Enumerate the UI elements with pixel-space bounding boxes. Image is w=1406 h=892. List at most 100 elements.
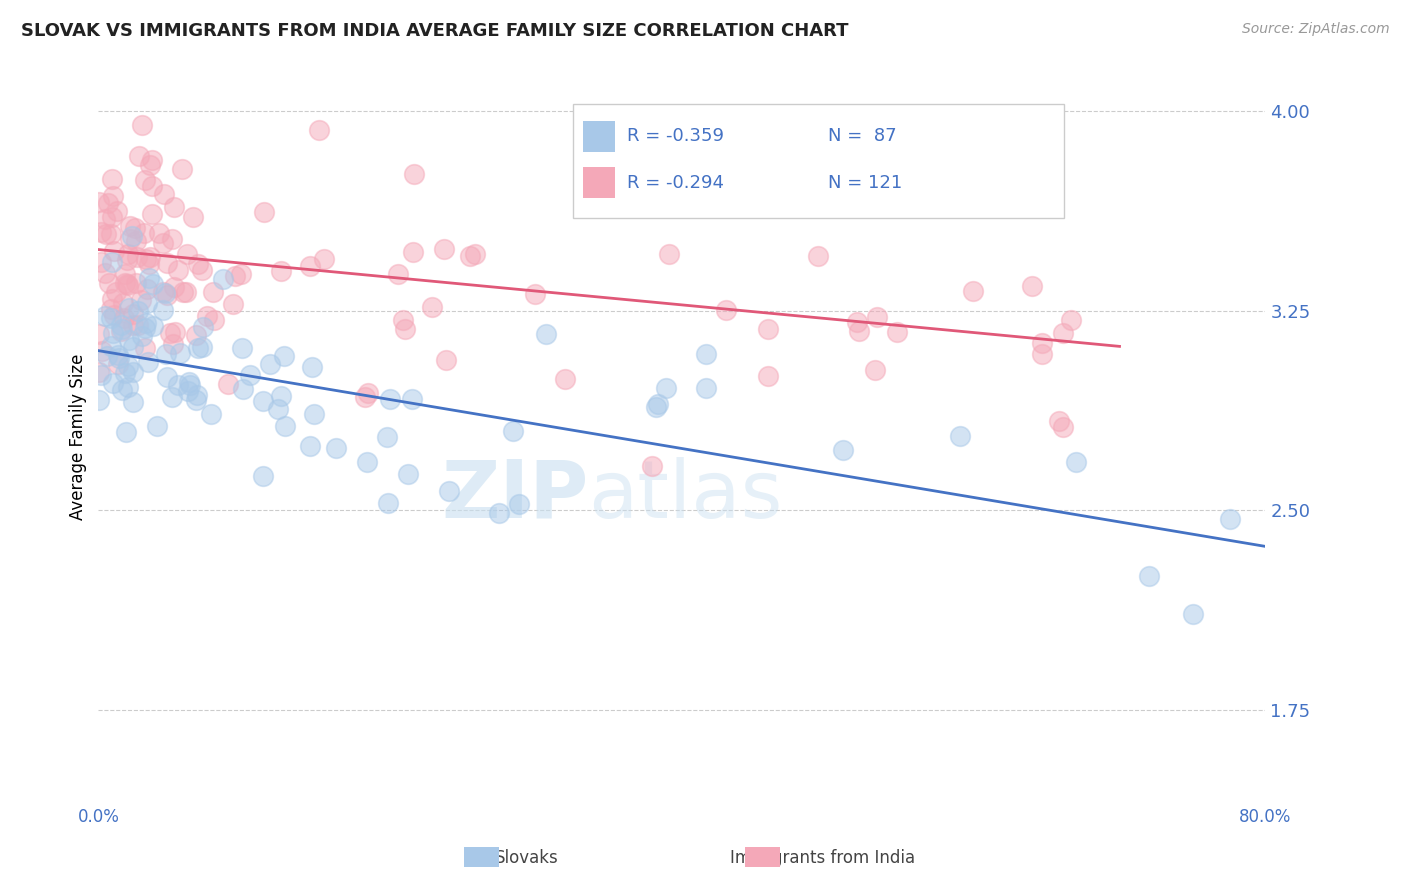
Point bbox=[845, 315, 868, 329]
Point bbox=[401, 244, 423, 259]
Point bbox=[141, 206, 163, 220]
Point bbox=[160, 232, 183, 246]
Point bbox=[118, 301, 141, 315]
Point bbox=[156, 256, 179, 270]
Point bbox=[91, 343, 114, 358]
Point bbox=[138, 270, 160, 285]
Point bbox=[232, 383, 254, 397]
Point bbox=[122, 366, 145, 380]
Point bbox=[141, 179, 163, 194]
Point bbox=[101, 210, 124, 224]
Point bbox=[127, 304, 149, 318]
Text: Source: ZipAtlas.com: Source: ZipAtlas.com bbox=[1241, 22, 1389, 37]
Point bbox=[94, 309, 117, 323]
Point bbox=[117, 278, 139, 293]
Point bbox=[97, 276, 120, 290]
Point bbox=[124, 277, 146, 291]
Point bbox=[101, 172, 124, 186]
Point bbox=[134, 321, 156, 335]
Point bbox=[523, 286, 546, 301]
Point bbox=[832, 443, 855, 458]
Point bbox=[314, 252, 336, 266]
Point bbox=[139, 158, 162, 172]
Point bbox=[211, 271, 233, 285]
Point bbox=[886, 325, 908, 339]
Point bbox=[1052, 419, 1074, 434]
Point bbox=[103, 308, 125, 322]
Point bbox=[103, 244, 125, 258]
Point bbox=[217, 377, 239, 392]
Point bbox=[170, 162, 193, 177]
Point bbox=[134, 341, 156, 355]
Text: Slovaks: Slovaks bbox=[495, 849, 560, 867]
Point bbox=[176, 246, 198, 260]
Point bbox=[202, 285, 225, 299]
Point bbox=[627, 199, 650, 213]
Point bbox=[437, 484, 460, 499]
Point bbox=[391, 313, 413, 327]
Point bbox=[118, 333, 141, 347]
Text: R = -0.294: R = -0.294 bbox=[627, 174, 724, 192]
Point bbox=[356, 455, 378, 469]
Point bbox=[274, 418, 297, 433]
Point bbox=[174, 285, 197, 300]
Point bbox=[107, 357, 129, 371]
Point bbox=[135, 316, 157, 330]
Point bbox=[252, 468, 274, 483]
Point bbox=[191, 319, 214, 334]
Point bbox=[146, 419, 169, 434]
Point bbox=[378, 392, 401, 406]
Point bbox=[962, 284, 984, 298]
Point bbox=[270, 389, 292, 403]
Point bbox=[434, 353, 457, 368]
Point bbox=[103, 326, 125, 341]
Point bbox=[179, 378, 201, 392]
Point bbox=[139, 250, 162, 264]
Point bbox=[115, 425, 138, 439]
Point bbox=[1021, 279, 1043, 293]
Point bbox=[756, 369, 779, 384]
Bar bbox=[582, 121, 616, 152]
Point bbox=[142, 318, 165, 333]
Point bbox=[120, 232, 142, 246]
Point bbox=[252, 394, 274, 409]
Point bbox=[131, 118, 153, 132]
Point bbox=[396, 467, 419, 481]
Point bbox=[377, 496, 399, 510]
Point bbox=[1064, 455, 1087, 469]
Point bbox=[87, 365, 110, 379]
Point bbox=[122, 395, 145, 409]
Point bbox=[186, 392, 208, 407]
Point bbox=[101, 254, 124, 268]
Point bbox=[172, 285, 194, 300]
Point bbox=[404, 167, 426, 181]
Point bbox=[101, 376, 124, 391]
Point bbox=[138, 256, 160, 270]
Text: ZIP: ZIP bbox=[441, 457, 589, 534]
Point bbox=[190, 263, 212, 277]
Point bbox=[141, 153, 163, 167]
Point bbox=[117, 277, 139, 292]
Point bbox=[167, 377, 190, 392]
Point bbox=[107, 348, 129, 362]
Text: Immigrants from India: Immigrants from India bbox=[730, 849, 915, 867]
Point bbox=[148, 226, 170, 240]
Point bbox=[142, 277, 165, 291]
Point bbox=[1219, 511, 1241, 525]
Point bbox=[301, 359, 323, 374]
Point bbox=[134, 173, 156, 187]
Point bbox=[163, 200, 186, 214]
Point bbox=[100, 310, 122, 325]
Point bbox=[101, 189, 124, 203]
Point bbox=[273, 349, 295, 363]
Point bbox=[224, 269, 246, 284]
Point bbox=[375, 430, 398, 444]
Point bbox=[136, 282, 159, 296]
Point bbox=[131, 329, 153, 343]
Point bbox=[115, 253, 138, 268]
Text: N = 121: N = 121 bbox=[828, 174, 903, 192]
Point bbox=[153, 186, 176, 201]
Point bbox=[93, 266, 115, 280]
Point bbox=[354, 390, 377, 404]
Point bbox=[229, 267, 252, 281]
